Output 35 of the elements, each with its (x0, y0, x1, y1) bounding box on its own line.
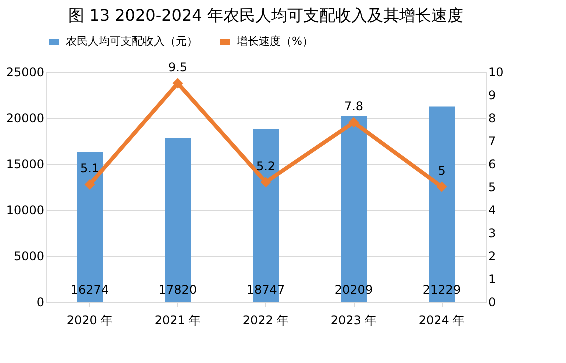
point (260, 177, 272, 188)
point (348, 117, 360, 128)
y-tick-label: 5000 (14, 250, 44, 264)
data-label: 5.2 (256, 159, 276, 174)
legend-label: 增长速度（%） (236, 35, 314, 48)
y-tick-label: 0 (36, 296, 44, 310)
point (436, 182, 448, 192)
y2-tick-label: 0 (488, 296, 496, 310)
data-label: 5.1 (80, 162, 100, 176)
x-tick-label: 2021 年 (154, 314, 202, 328)
y2-tick-label: 10 (488, 66, 504, 80)
data-label: 9.5 (168, 60, 188, 74)
chart-title: 图 13 2020-2024 年农民人均可支配收入及其增长速度 (68, 6, 464, 25)
x-tick-label: 2022 年 (242, 314, 290, 328)
y-tick-label: 20000 (6, 112, 44, 126)
x-tick-label: 2020 年 (66, 314, 114, 328)
data-label: 7.8 (344, 100, 364, 114)
y2-tick-label: 7 (488, 134, 496, 148)
y-tick-label: 25000 (6, 66, 44, 80)
y2-tick-label: 6 (488, 158, 496, 172)
y2-tick-label: 8 (488, 112, 496, 126)
y2-tick-label: 3 (488, 226, 496, 240)
x-tick-label: 2024 年 (418, 314, 466, 328)
y-tick-label: 10000 (6, 204, 44, 218)
y2-tick-label: 4 (488, 204, 496, 218)
y2-tick-label: 5 (488, 180, 496, 194)
data-label: 5 (438, 164, 446, 178)
y2-tick-label: 2 (488, 250, 496, 264)
y2-tick-label: 9 (488, 88, 496, 102)
y-tick-label: 15000 (6, 158, 44, 172)
y2-tick-label: 1 (488, 272, 496, 286)
legend-label: 农民人均可支配收入（元） (66, 35, 198, 48)
point (84, 179, 96, 190)
x-tick-label: 2023 年 (330, 314, 378, 328)
point (172, 78, 184, 89)
